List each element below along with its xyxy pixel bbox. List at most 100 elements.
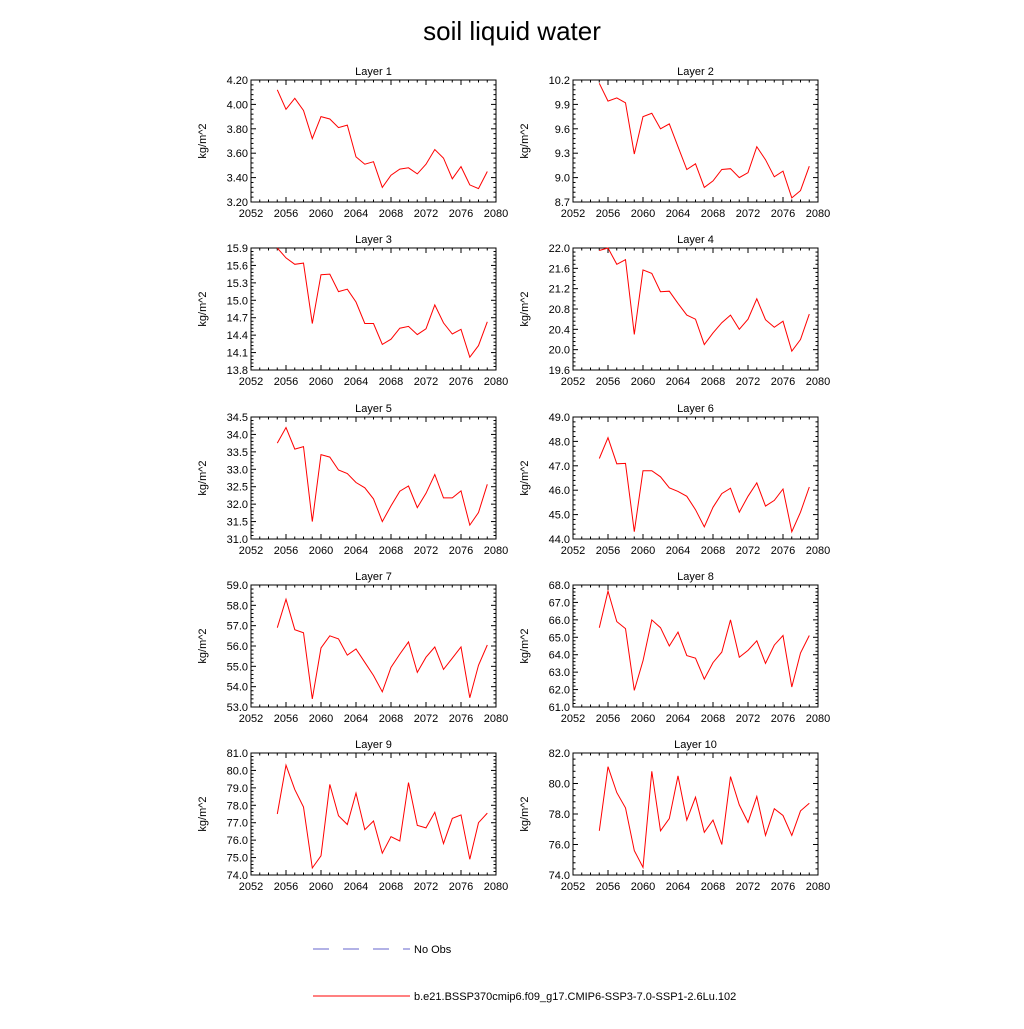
x-tick-label: 2052	[561, 376, 585, 388]
x-tick-label: 2080	[806, 208, 830, 220]
y-tick-label: 79.0	[227, 783, 248, 795]
x-tick-label: 2060	[309, 376, 333, 388]
y-axis-label: kg/m^2	[197, 460, 209, 495]
series-line	[599, 247, 810, 353]
figure-title: soil liquid water	[423, 16, 601, 46]
x-tick-label: 2076	[449, 545, 473, 557]
chart-panel-8: Layer 8 2052 2056 2060 2064 2068 2072 2076 2080 6…	[519, 571, 830, 725]
y-tick-label: 58.0	[227, 600, 248, 612]
plot-frame	[250, 584, 497, 708]
y-tick-label: 3.80	[227, 124, 248, 136]
x-tick-label: 2080	[484, 376, 508, 388]
x-tick-label: 2068	[701, 208, 725, 220]
y-tick-label: 74.0	[227, 870, 248, 882]
x-tick-label: 2064	[666, 545, 690, 557]
series-line	[276, 763, 488, 870]
y-tick-label: 55.0	[227, 661, 248, 673]
x-tick-label: 2080	[484, 545, 508, 557]
panel-title: Layer 7	[355, 571, 392, 583]
series-line	[598, 589, 810, 691]
panel-title: Layer 6	[677, 403, 714, 415]
x-tick-label: 2060	[631, 881, 655, 893]
y-tick-label: 53.0	[227, 702, 248, 714]
plot-frame	[250, 416, 497, 540]
y-tick-label: 54.0	[227, 682, 248, 694]
x-tick-label: 2064	[666, 376, 690, 388]
y-tick-label: 20.0	[549, 345, 570, 357]
y-tick-label: 80.0	[549, 779, 570, 791]
x-tick-label: 2080	[806, 376, 830, 388]
panel-title: Layer 5	[355, 403, 392, 415]
panels: Layer 1 2052 2056 2060 2064 2068 2072 2076 2080 3…	[197, 66, 830, 893]
y-tick-label: 75.0	[227, 853, 248, 865]
x-tick-label: 2064	[344, 208, 368, 220]
y-tick-label: 77.0	[227, 818, 248, 830]
x-tick-label: 2064	[344, 376, 368, 388]
x-tick-label: 2060	[309, 881, 333, 893]
chart-panel-9: Layer 9 2052 2056 2060 2064 2068 2072 2076 2080 7…	[197, 739, 508, 893]
y-tick-label: 9.9	[555, 99, 570, 111]
plot-frame	[572, 584, 819, 708]
y-tick-label: 81.0	[227, 748, 248, 760]
x-tick-label: 2056	[596, 881, 620, 893]
x-tick-label: 2052	[561, 545, 585, 557]
panel-title: Layer 9	[355, 739, 392, 751]
y-tick-label: 34.5	[227, 412, 248, 424]
y-tick-label: 76.0	[227, 835, 248, 847]
y-tick-label: 14.7	[227, 313, 248, 325]
y-tick-label: 13.8	[227, 365, 248, 377]
y-axis-label: kg/m^2	[519, 460, 531, 495]
y-tick-label: 9.6	[555, 124, 570, 136]
chart-panel-3: Layer 3 2052 2056 2060 2064 2068 2072 2076 2080 1…	[197, 234, 508, 388]
x-tick-label: 2060	[631, 545, 655, 557]
series-line	[276, 89, 488, 190]
y-tick-label: 67.0	[549, 597, 570, 609]
x-tick-label: 2076	[771, 713, 795, 725]
y-tick-label: 57.0	[227, 621, 248, 633]
y-tick-label: 56.0	[227, 641, 248, 653]
chart-panel-6: Layer 6 2052 2056 2060 2064 2068 2072 2076 2080 4…	[519, 403, 830, 557]
y-tick-label: 15.9	[227, 243, 248, 255]
y-axis-label: kg/m^2	[519, 628, 531, 663]
x-tick-label: 2076	[771, 881, 795, 893]
x-tick-label: 2052	[239, 545, 263, 557]
legend-model-label: b.e21.BSSP370cmip6.f09_g17.CMIP6-SSP3-7.…	[414, 991, 736, 1003]
x-tick-label: 2076	[449, 376, 473, 388]
y-axis-label: kg/m^2	[197, 628, 209, 663]
y-tick-label: 68.0	[549, 580, 570, 592]
x-tick-label: 2080	[484, 881, 508, 893]
x-tick-label: 2072	[736, 545, 760, 557]
x-tick-label: 2060	[309, 713, 333, 725]
x-tick-label: 2076	[771, 545, 795, 557]
y-tick-label: 48.0	[549, 436, 570, 448]
x-tick-label: 2072	[736, 713, 760, 725]
x-tick-label: 2056	[274, 208, 298, 220]
series-line	[598, 83, 810, 199]
x-tick-label: 2068	[379, 208, 403, 220]
y-axis-label: kg/m^2	[197, 291, 209, 326]
x-tick-label: 2052	[239, 713, 263, 725]
x-tick-label: 2068	[379, 545, 403, 557]
y-tick-label: 33.5	[227, 447, 248, 459]
panel-title: Layer 3	[355, 234, 392, 246]
x-tick-label: 2052	[561, 713, 585, 725]
x-tick-label: 2060	[631, 376, 655, 388]
y-axis-label: kg/m^2	[519, 291, 531, 326]
series-line	[598, 436, 810, 534]
y-tick-label: 3.60	[227, 148, 248, 160]
chart-panel-5: Layer 5 2052 2056 2060 2064 2068 2072 2076 2080 3…	[197, 403, 508, 557]
x-tick-label: 2072	[414, 376, 438, 388]
y-tick-label: 32.5	[227, 482, 248, 494]
legend: No Obs b.e21.BSSP370cmip6.f09_g17.CMIP6-…	[313, 944, 736, 1003]
y-tick-label: 64.0	[549, 650, 570, 662]
x-tick-label: 2052	[239, 376, 263, 388]
x-tick-label: 2072	[414, 881, 438, 893]
x-tick-label: 2072	[414, 545, 438, 557]
x-tick-label: 2064	[344, 545, 368, 557]
y-tick-label: 8.7	[555, 197, 570, 209]
y-tick-label: 14.1	[227, 348, 248, 360]
x-tick-label: 2056	[596, 545, 620, 557]
y-tick-label: 76.0	[549, 840, 570, 852]
x-tick-label: 2080	[806, 881, 830, 893]
x-tick-label: 2068	[701, 376, 725, 388]
